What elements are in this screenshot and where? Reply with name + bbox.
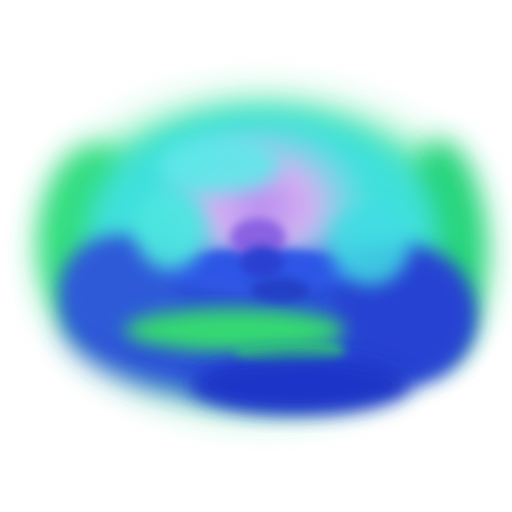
center-swirl — [250, 278, 310, 302]
center-dark-core — [240, 246, 284, 278]
bottom-deep-blue — [190, 355, 410, 415]
left-cyan-highlight — [135, 190, 205, 270]
right-cyan-highlight — [330, 205, 410, 285]
top-cyan-highlight — [160, 137, 280, 193]
